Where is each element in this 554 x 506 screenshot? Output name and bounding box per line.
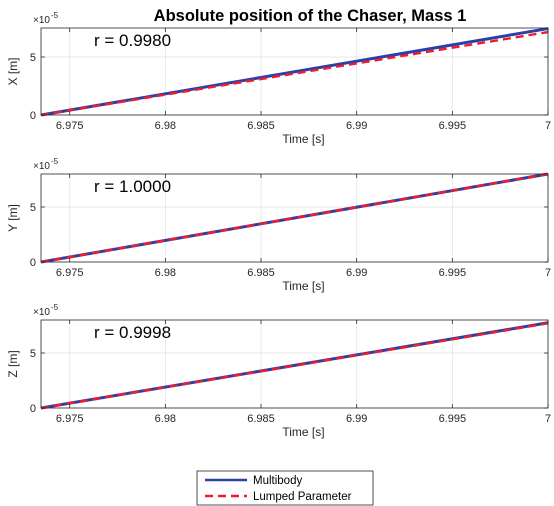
series-line-lumped-parameter bbox=[40, 172, 549, 264]
y-exponent-power: -5 bbox=[51, 303, 59, 312]
correlation-annotation: r = 0.9980 bbox=[94, 31, 171, 50]
y-axis-label: Y [m] bbox=[6, 204, 20, 232]
y-tick-label: 0 bbox=[30, 403, 36, 415]
legend: Multibody Lumped Parameter bbox=[196, 470, 374, 506]
x-tick-label: 6.985 bbox=[247, 267, 275, 279]
x-tick-label: 6.975 bbox=[56, 120, 84, 132]
x-axis-label: Time [s] bbox=[282, 425, 324, 439]
x-axis-label: Time [s] bbox=[282, 279, 324, 293]
x-tick-label: 6.99 bbox=[346, 413, 367, 425]
axes-box bbox=[40, 27, 549, 116]
y-axis-label: X [m] bbox=[6, 57, 20, 85]
x-tick-label: 6.975 bbox=[56, 267, 84, 279]
legend-label-multibody: Multibody bbox=[253, 475, 302, 487]
x-tick-label: 6.98 bbox=[155, 120, 176, 132]
correlation-annotation: r = 1.0000 bbox=[94, 177, 171, 196]
y-tick-label: 0 bbox=[30, 110, 36, 122]
legend-label-lumped-parameter: Lumped Parameter bbox=[253, 491, 352, 503]
y-exponent-label: ×10 bbox=[33, 15, 50, 26]
axes-box bbox=[40, 173, 549, 263]
y-axis-label: Z [m] bbox=[6, 350, 20, 377]
series-line-lumped-parameter bbox=[40, 30, 549, 117]
x-tick-label: 6.99 bbox=[346, 267, 367, 279]
y-exponent-power: -5 bbox=[51, 11, 59, 20]
x-tick-label: 6.98 bbox=[155, 413, 176, 425]
correlation-annotation: r = 0.9998 bbox=[94, 323, 171, 342]
y-tick-label: 0 bbox=[30, 257, 36, 269]
x-tick-label: 6.975 bbox=[56, 413, 84, 425]
x-tick-label: 6.985 bbox=[247, 413, 275, 425]
x-tick-label: 7 bbox=[545, 120, 551, 132]
y-exponent-power: -5 bbox=[51, 157, 59, 166]
axes-3: 6.975 6.98 6.985 6.99 6.995 7 0 5 ×10 -5 Time [s] Z… bbox=[6, 303, 551, 439]
axes-2: 6.975 6.98 6.985 6.99 6.995 7 0 5 ×10 -5 Time [s] Y… bbox=[6, 157, 551, 293]
x-tick-label: 6.985 bbox=[247, 120, 275, 132]
x-axis-label: Time [s] bbox=[282, 132, 324, 146]
x-tick-label: 6.995 bbox=[439, 413, 467, 425]
axes-box bbox=[40, 319, 549, 409]
figure-title: Absolute position of the Chaser, Mass 1 bbox=[154, 7, 467, 25]
y-tick-label: 5 bbox=[30, 202, 36, 214]
x-tick-label: 6.995 bbox=[439, 120, 467, 132]
x-tick-label: 7 bbox=[545, 413, 551, 425]
y-exponent-label: ×10 bbox=[33, 161, 50, 172]
y-tick-label: 5 bbox=[30, 52, 36, 64]
series-line-lumped-parameter bbox=[40, 322, 549, 410]
x-tick-label: 7 bbox=[545, 267, 551, 279]
y-tick-label: 5 bbox=[30, 348, 36, 360]
axes-1: 6.975 6.98 6.985 6.99 6.995 7 0 5 ×10 -5 Time [s] X… bbox=[6, 11, 551, 146]
x-tick-label: 6.995 bbox=[439, 267, 467, 279]
x-tick-label: 6.98 bbox=[155, 267, 176, 279]
x-tick-label: 6.99 bbox=[346, 120, 367, 132]
legend-box bbox=[196, 470, 374, 506]
y-exponent-label: ×10 bbox=[33, 307, 50, 318]
